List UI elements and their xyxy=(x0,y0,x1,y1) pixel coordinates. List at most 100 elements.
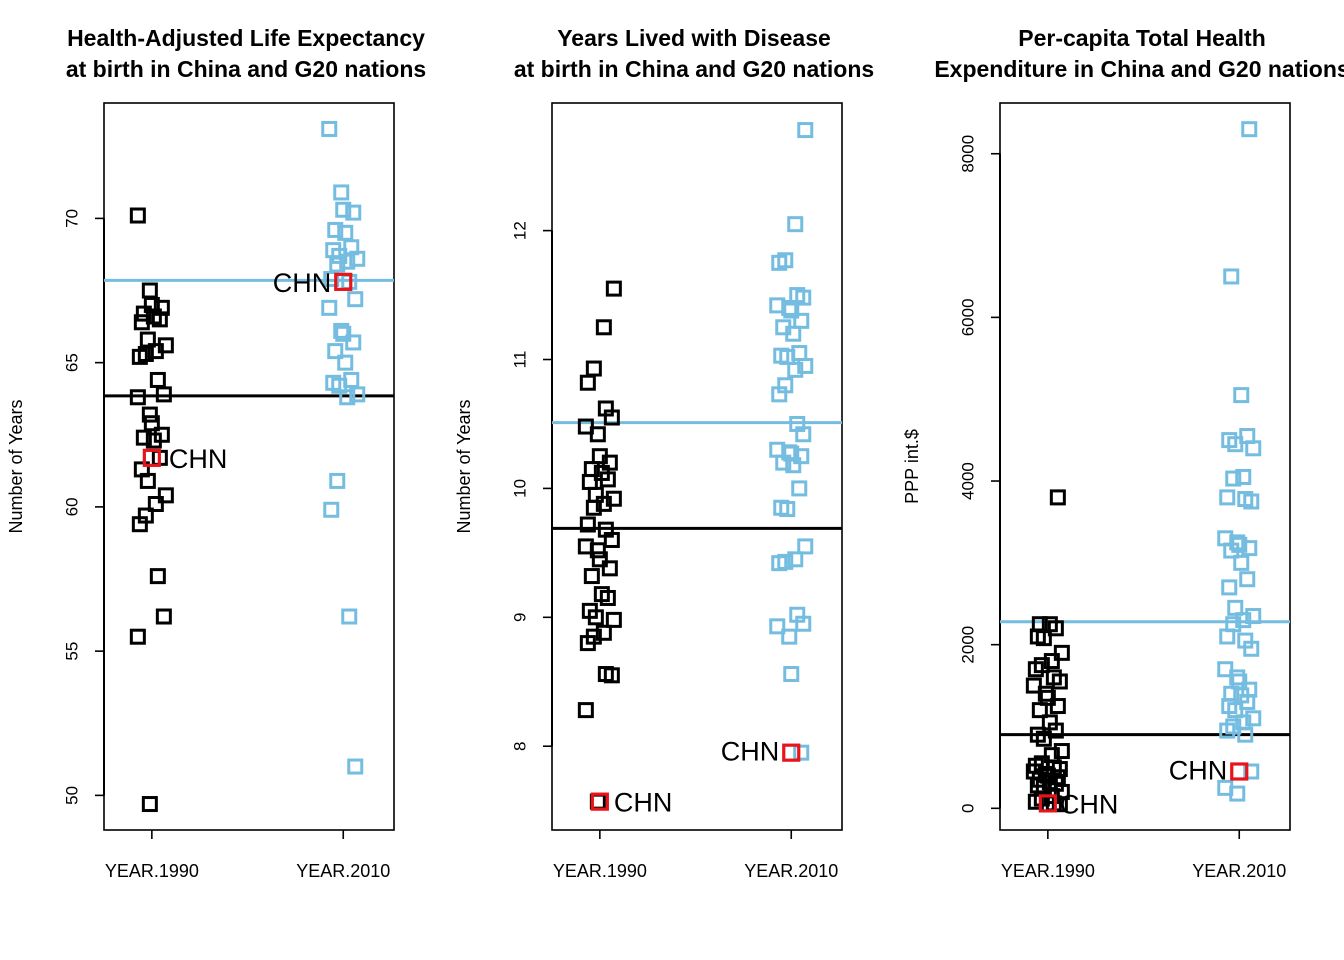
y-tick-label: 8000 xyxy=(959,135,978,173)
point-1990 xyxy=(1047,722,1064,739)
point-1990 xyxy=(141,282,158,299)
point-1990 xyxy=(1043,653,1060,670)
y-tick-label: 55 xyxy=(63,642,82,661)
point-1990 xyxy=(1037,685,1054,702)
point-1990 xyxy=(1035,630,1052,647)
point-2010 xyxy=(335,325,352,342)
point-1990 xyxy=(129,628,146,645)
point-1990 xyxy=(131,348,148,365)
point-1990 xyxy=(1053,743,1070,760)
y-axis-label: Number of Years xyxy=(6,399,26,533)
panel-years-lived-with-disease: Years Lived with Disease at birth in Chin… xyxy=(454,25,874,881)
point-2010 xyxy=(1233,554,1250,571)
chart-title-line2: at birth in China and G20 nations xyxy=(66,56,426,82)
point-2010 xyxy=(327,343,344,360)
point-2010 xyxy=(333,184,350,201)
x-tick-label: YEAR.1990 xyxy=(105,861,199,881)
point-1990 xyxy=(135,429,152,446)
point-1990 xyxy=(157,487,174,504)
point-1990 xyxy=(131,516,148,533)
point-2010 xyxy=(323,501,340,518)
point-1990 xyxy=(139,472,156,489)
point-1990 xyxy=(129,207,146,224)
point-1990 xyxy=(595,495,612,512)
china-point xyxy=(1230,762,1249,781)
point-1990 xyxy=(133,314,150,331)
point-1990 xyxy=(1031,702,1048,719)
y-tick-label: 50 xyxy=(63,786,82,805)
point-2010 xyxy=(1229,785,1246,802)
point-2010 xyxy=(349,386,366,403)
point-1990 xyxy=(591,551,608,568)
point-2010 xyxy=(1219,722,1236,739)
point-1990 xyxy=(135,305,152,322)
point-2010 xyxy=(1243,493,1260,510)
china-point xyxy=(782,743,801,762)
point-2010 xyxy=(787,551,804,568)
point-2010 xyxy=(783,666,800,683)
x-tick-label: YEAR.2010 xyxy=(744,861,838,881)
point-2010 xyxy=(1239,571,1256,588)
y-tick-label: 10 xyxy=(511,479,530,498)
china-label: CHN xyxy=(1060,789,1119,819)
y-tick-label: 9 xyxy=(511,613,530,622)
point-2010 xyxy=(795,615,812,632)
point-1990 xyxy=(149,568,166,585)
point-2010 xyxy=(797,357,814,374)
china-label: CHN xyxy=(614,788,673,818)
point-1990 xyxy=(147,343,164,360)
point-1990 xyxy=(141,796,158,813)
x-tick-label: YEAR.1990 xyxy=(553,861,647,881)
point-2010 xyxy=(781,299,798,316)
point-2010 xyxy=(1237,726,1254,743)
point-2010 xyxy=(345,204,362,221)
point-1990 xyxy=(1051,673,1068,690)
point-1990 xyxy=(155,608,172,625)
y-tick-label: 4000 xyxy=(959,462,978,500)
x-tick-label: YEAR.2010 xyxy=(296,861,390,881)
point-2010 xyxy=(1219,628,1236,645)
point-2010 xyxy=(339,253,356,270)
point-1990 xyxy=(1027,661,1044,678)
point-2010 xyxy=(1241,121,1258,138)
y-tick-label: 65 xyxy=(63,353,82,372)
point-1990 xyxy=(1049,698,1066,715)
point-2010 xyxy=(793,744,810,761)
panel-health-expenditure: Per-capita Total Health Expenditure in Ch… xyxy=(902,25,1344,881)
point-1990 xyxy=(577,702,594,719)
point-2010 xyxy=(791,480,808,497)
point-2010 xyxy=(337,354,354,371)
y-axis-label: PPP int.$ xyxy=(902,429,922,504)
point-2010 xyxy=(771,555,788,572)
y-axis-label: Number of Years xyxy=(454,399,474,533)
point-2010 xyxy=(321,299,338,316)
y-tick-label: 60 xyxy=(63,497,82,516)
point-2010 xyxy=(785,457,802,474)
point-2010 xyxy=(1243,763,1260,780)
point-1990 xyxy=(603,531,620,548)
point-2010 xyxy=(1243,640,1260,657)
point-2010 xyxy=(335,201,352,218)
point-2010 xyxy=(1225,470,1242,487)
chart-title-line2: at birth in China and G20 nations xyxy=(514,56,874,82)
point-1990 xyxy=(1025,677,1042,694)
y-tick-label: 12 xyxy=(511,221,530,240)
y-tick-label: 11 xyxy=(511,351,530,369)
point-2010 xyxy=(795,426,812,443)
y-tick-label: 70 xyxy=(63,209,82,228)
chart-title-line2: Expenditure in China and G20 nations xyxy=(934,56,1344,82)
point-1990 xyxy=(599,589,616,606)
point-2010 xyxy=(1229,669,1246,686)
point-1990 xyxy=(579,374,596,391)
point-2010 xyxy=(795,289,812,306)
chart-title-line1: Per-capita Total Health xyxy=(1018,25,1266,51)
point-2010 xyxy=(1235,612,1252,629)
point-2010 xyxy=(349,250,366,267)
point-1990 xyxy=(587,609,604,626)
point-2010 xyxy=(1217,661,1234,678)
chart-title-line1: Health-Adjusted Life Expectancy xyxy=(67,25,425,51)
point-2010 xyxy=(327,221,344,238)
point-1990 xyxy=(585,360,602,377)
point-2010 xyxy=(781,628,798,645)
